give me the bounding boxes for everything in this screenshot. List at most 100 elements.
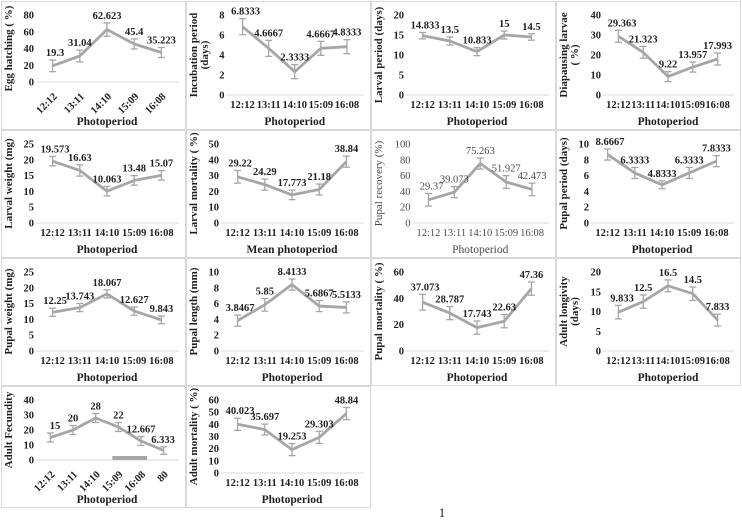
y-tick-label: 8 [219, 11, 224, 22]
x-tick-label: 12:12 [225, 228, 250, 239]
data-point-label: 10.833 [463, 36, 492, 47]
y-axis-title: ( %) [569, 44, 581, 65]
data-point-label: 5.85 [256, 286, 274, 297]
y-tick-label: 5 [399, 71, 404, 82]
x-tick-label: 14:10 [280, 356, 305, 367]
y-tick-label: 10 [24, 187, 35, 198]
data-series-line [237, 412, 348, 451]
empty-cell [556, 386, 741, 508]
data-series-line [422, 33, 532, 54]
data-point-label: 17.743 [463, 309, 492, 320]
x-axis-title: Photoperiod [447, 372, 508, 384]
x-tick-label: 12:12 [410, 100, 435, 111]
x-axis-title: Photoperiod [632, 244, 693, 256]
y-tick-label: 30 [209, 171, 220, 182]
x-tick-label: 15:09 [116, 91, 141, 116]
data-point-label: 47.36 [520, 270, 544, 281]
x-tick-label: 12:12 [595, 228, 620, 239]
data-point-label: 13.48 [122, 164, 146, 175]
data-point-label: 13.5 [441, 25, 459, 36]
y-tick-label: 0 [405, 219, 410, 230]
data-series-line [606, 153, 717, 187]
x-tick-label: 15:09 [307, 356, 332, 367]
chart-panel-larval-mortality: 0 10 20 30 40 50 12:12 13:11 14:10 15:09 16:08 Larv… [186, 130, 371, 258]
y-tick-label: 60 [24, 27, 35, 38]
x-tick-label: 15:09 [492, 100, 517, 111]
data-point-label: 29.363 [608, 18, 637, 29]
y-axis-title: Diapausing larvae [558, 12, 570, 97]
y-tick-label: 0 [596, 91, 601, 102]
empty-cell [371, 386, 556, 508]
x-tick-label: 14:10 [95, 228, 120, 239]
x-tick-label: 12:12 [225, 478, 250, 489]
y-axis-title: Incubation period [188, 13, 200, 98]
x-tick-label: 12:12 [606, 100, 631, 111]
y-tick-label: 4 [219, 51, 225, 62]
x-axis-title: Photoperiod [77, 372, 138, 384]
x-axis-title: Mean photoperiod [246, 244, 338, 256]
y-tick-label: 0 [219, 91, 224, 102]
y-tick-label: 0 [214, 347, 219, 358]
data-point-label: 31.04 [68, 38, 92, 49]
y-axis-title: Pupal period (days) [558, 137, 570, 230]
y-axis-title: Larval period (days) [373, 6, 385, 103]
x-tick-label: 14:10 [656, 356, 681, 367]
y-tick-label: 25 [24, 268, 35, 279]
x-axis-title: Photoperiod [262, 372, 323, 384]
line-chart: 0 10 20 30 40 12:12 13:11 14:10 15:09 16:08 Diapau… [558, 11, 734, 128]
data-point-label: 19.253 [278, 431, 307, 442]
data-point-label: 14.833 [411, 20, 440, 31]
y-tick-label: 10 [24, 441, 35, 452]
data-point-label: 7.833 [706, 302, 730, 313]
data-series-line [52, 159, 162, 193]
data-point-label: 37.073 [411, 282, 440, 293]
y-tick-label: 20 [400, 203, 411, 214]
data-point-label: 22 [113, 411, 124, 422]
line-chart: 0 5 10 15 20 25 12:12 13:11 14:10 15:09 16:08 Larva… [3, 138, 179, 256]
data-point-label: 17.773 [278, 178, 307, 189]
x-tick-label: 16:08 [149, 356, 174, 367]
x-axis-title: Photoperiod [77, 244, 138, 256]
y-tick-label: 50 [209, 140, 220, 151]
x-axis-title: Photoperiod [77, 116, 138, 128]
x-tick-label: 14:10 [650, 228, 675, 239]
x-tick-label: 14:10 [465, 100, 490, 111]
x-tick-label: 12:12 [40, 228, 65, 239]
x-tick-label: 16:08 [704, 228, 729, 239]
data-point-label: 13.743 [65, 291, 94, 302]
data-point-label: 38.84 [335, 144, 359, 155]
x-tick-label: 13:11 [68, 356, 92, 367]
y-axis-title: Pupal mortality ( %) [373, 262, 385, 360]
y-tick-label: 40 [591, 11, 602, 22]
x-tick-label: 16:08 [149, 228, 174, 239]
data-point-label: 28 [90, 402, 101, 413]
y-tick-label: 15 [591, 287, 602, 298]
data-point-label: 12.25 [43, 296, 67, 307]
x-tick-label: 13:11 [253, 478, 277, 489]
data-point-label: 9.843 [150, 304, 174, 315]
x-axis-title: Photoperiod [447, 116, 508, 128]
data-point-label: 35.697 [250, 412, 279, 423]
x-tick-label: 12:12 [416, 228, 440, 239]
line-chart: 0 5 10 15 20 12:12 13:11 14:10 15:09 16:08 Larval … [373, 6, 549, 128]
y-tick-label: 0 [399, 91, 404, 102]
line-chart: 0 5 10 15 20 12:12 13:11 14:10 15:09 16:08 Adult l… [558, 268, 734, 384]
x-tick-label: 13:11 [253, 228, 277, 239]
x-tick-label: 16:08 [705, 100, 730, 111]
y-tick-label: 25 [24, 140, 35, 151]
y-axis-title: Pupal length (mm) [188, 267, 200, 355]
x-tick-label: 12:12 [32, 469, 57, 494]
y-tick-label: 30 [24, 411, 35, 422]
line-chart: 0 20 40 60 80 12:12 13:11 14:10 15:09 16:08 Egg ha… [3, 5, 179, 128]
y-tick-label: 8 [214, 283, 219, 294]
y-axis-title: Pupal weight (mg) [3, 268, 15, 355]
y-tick-label: 10 [394, 51, 405, 62]
chart-grid: 0 20 40 60 80 12:12 13:11 14:10 15:09 16:08 Egg ha… [1, 1, 741, 508]
x-tick-label: 13:11 [253, 356, 277, 367]
x-tick-label: 15:09 [681, 100, 706, 111]
data-point-label: 4.8333 [333, 28, 362, 39]
y-tick-label: 50 [209, 408, 220, 419]
y-axis-title: Egg hatching ( %) [3, 5, 15, 91]
data-series-line [49, 416, 165, 452]
x-tick-label: 12:12 [230, 100, 255, 111]
